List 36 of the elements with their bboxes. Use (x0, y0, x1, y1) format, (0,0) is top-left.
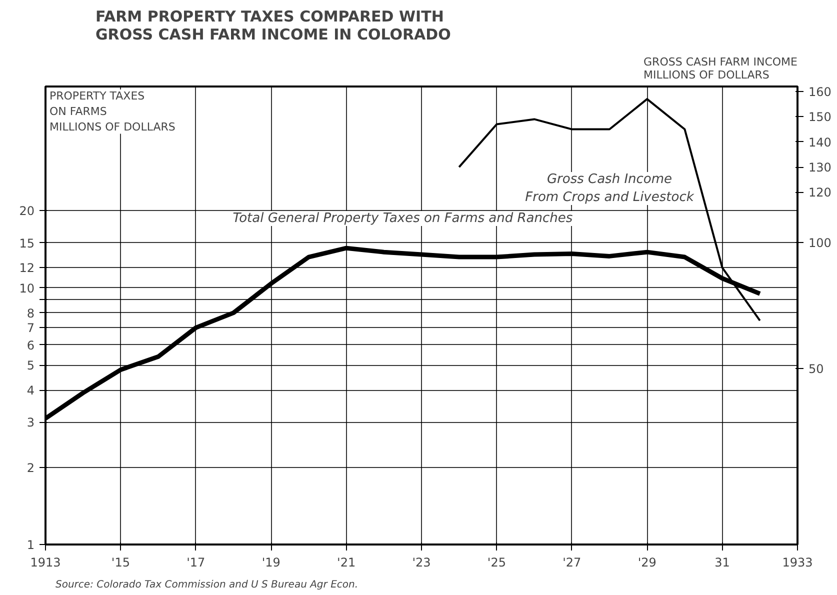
series-label: Gross Cash Income From Crops and Livestock (525, 172, 694, 206)
text: Total General Property Taxes on Farms and Ranches (232, 210, 573, 226)
y-tick-label: 15 (19, 236, 35, 250)
y2-tick-label: 140 (808, 135, 832, 150)
x-tick-label: 31 (714, 556, 730, 570)
y2-axis-title: GROSS CASH FARM INCOME MILLIONS OF DOLLARS (644, 56, 798, 82)
y2-tick-label: 130 (808, 160, 832, 175)
x-tick-label: '23 (412, 556, 431, 570)
y-tick-label: 3 (26, 416, 35, 430)
x-tick-label: '17 (186, 556, 206, 570)
y2-tick-label: 150 (808, 110, 832, 124)
y-tick-label: 2 (26, 460, 35, 475)
x-tick-label: '27 (562, 556, 582, 570)
x-tick-label: '19 (262, 556, 280, 570)
x-tick-label: '29 (638, 556, 656, 570)
y-tick-label: 5 (26, 358, 35, 373)
y-tick-label: 1 (26, 538, 35, 552)
x-tick-label: '15 (111, 556, 130, 570)
y-tick-label: 20 (19, 204, 35, 218)
y-tick-label: 6 (26, 338, 35, 352)
y2-tick-label: 100 (808, 236, 832, 250)
y2-tick-label: 160 (808, 85, 832, 100)
y-tick-label: 4 (26, 384, 35, 398)
y-tick-label: 10 (19, 281, 35, 296)
x-tick-label: 1933 (782, 556, 813, 570)
x-tick-label: 1913 (30, 556, 61, 570)
y2-tick-label: 50 (808, 362, 824, 376)
y-axis-title: PROPERTY TAXES ON FARMS MILLIONS OF DOLLARS (50, 90, 176, 134)
y-tick-label: 8 (26, 306, 35, 320)
chart-title: FARM PROPERTY TAXES COMPARED WITH GROSS CASH FARM INCOME IN COLORADO (96, 8, 451, 44)
y-tick-label: 12 (19, 261, 35, 276)
y-tick-label: 7 (26, 321, 35, 336)
x-tick-label: '25 (487, 556, 506, 570)
x-tick-label: '21 (337, 556, 356, 570)
y2-tick-label: 120 (808, 186, 832, 200)
source-note: Source: Colorado Tax Commission and U S Bureau Agr Econ. (56, 580, 358, 590)
